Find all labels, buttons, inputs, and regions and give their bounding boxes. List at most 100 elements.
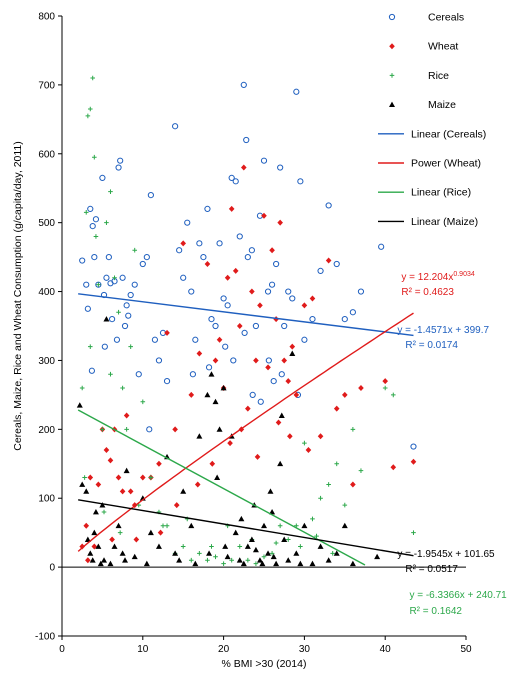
rice-point — [411, 530, 416, 535]
y-tick-label: 700 — [38, 80, 55, 91]
maize-point — [147, 529, 154, 536]
cereals-point — [151, 336, 159, 343]
maize-point — [261, 522, 267, 529]
rice-point — [298, 544, 303, 549]
rice-point — [83, 210, 89, 215]
rice-point — [96, 282, 101, 287]
trendline-r2-wheat: R² = 0.4623 — [401, 287, 454, 298]
wheat-point — [91, 543, 98, 550]
cereals-point — [131, 281, 138, 288]
maize-point — [123, 467, 130, 474]
cereals-point — [378, 243, 385, 250]
wheat-point — [269, 247, 275, 254]
wheat-point — [133, 536, 140, 543]
rice-point — [209, 544, 214, 549]
cereals-point — [139, 260, 146, 268]
plot-marks — [76, 75, 417, 567]
wheat-point — [180, 240, 186, 247]
rice-point — [330, 551, 335, 556]
cereals-point — [220, 295, 227, 302]
cereals-point — [260, 157, 268, 164]
rice-point — [205, 557, 210, 563]
x-tick-label: 20 — [218, 644, 230, 655]
cereals-point — [117, 157, 124, 164]
cereals-point — [301, 336, 308, 343]
rice-point — [390, 392, 396, 398]
wheat-point — [216, 336, 223, 343]
cereals-point — [172, 123, 179, 130]
wheat-point — [287, 433, 293, 440]
tick-labels: -100 0 100 200 300 400 500 600 700 800 0 10 20 30 40 50 — [35, 12, 472, 656]
cereals-point — [277, 164, 284, 171]
wheat-point — [342, 391, 348, 398]
maize-point — [208, 371, 215, 377]
rice-point — [382, 385, 388, 391]
maize-point — [84, 536, 91, 542]
wheat-point — [196, 350, 203, 357]
maize-point — [111, 543, 118, 549]
rice-point — [326, 482, 331, 487]
wheat-point — [188, 391, 195, 398]
maize-point — [270, 553, 277, 560]
cereals-point — [268, 281, 276, 288]
rice-point — [82, 475, 87, 480]
cereals-point — [278, 371, 285, 378]
x-tick-label: 40 — [380, 644, 392, 655]
legend: Cereals Wheat Rice Maize Linear (Cereals) Pow… — [378, 12, 486, 228]
trendline-equation-rice: y = -6.3366x + 240.71 — [409, 590, 507, 601]
rice-point — [160, 523, 166, 529]
wheat-point — [164, 329, 170, 336]
rice-point — [302, 440, 307, 446]
rice-point — [318, 495, 323, 501]
wheat-point — [249, 288, 255, 295]
cereals-point — [357, 288, 365, 295]
wheat-point — [317, 433, 324, 440]
maize-point — [212, 398, 219, 405]
cereals-point — [228, 174, 235, 181]
wheat-point — [127, 488, 134, 495]
legend-entry-wheat: Wheat — [389, 41, 458, 53]
trendline-equation-maize: y = -1.9545x + 101.65 — [397, 549, 495, 560]
maize-point — [285, 557, 292, 563]
wheat-point — [236, 323, 243, 329]
y-tick-label: 100 — [38, 494, 55, 505]
maize-point — [99, 502, 106, 508]
wheat-point — [156, 460, 162, 467]
wheat-point — [85, 557, 91, 564]
rice-point — [108, 371, 113, 377]
cereals-point — [143, 254, 150, 261]
maize-point — [143, 560, 150, 567]
series-wheat — [79, 164, 417, 564]
cereals-point — [230, 357, 237, 364]
cereals-point — [293, 88, 300, 95]
rice-point — [87, 106, 93, 112]
series-cereals — [79, 81, 417, 450]
cereals-point — [84, 305, 91, 312]
wheat-point — [157, 529, 164, 536]
wheat-point — [257, 302, 263, 309]
wheat-point — [107, 457, 114, 464]
rice-point — [116, 309, 121, 315]
wheat-point — [172, 426, 178, 433]
maize-point — [192, 560, 199, 567]
maize-point — [309, 560, 316, 567]
rice-point — [93, 234, 99, 239]
wheat-point — [95, 481, 102, 488]
wheat-point — [79, 543, 85, 550]
maize-point — [224, 553, 231, 560]
trendline-labels: y = -1.4571x + 399.7 R² = 0.0174 y = 12.20… — [397, 271, 507, 617]
maize-point — [252, 546, 259, 553]
y-tick-label: 200 — [38, 425, 55, 436]
cereals-point — [244, 254, 251, 261]
maize-point — [273, 560, 280, 567]
cereals-point — [108, 316, 116, 323]
y-axis-title: Cereals, Maize, Rice and Wheat Consumpti… — [12, 141, 24, 451]
cereals-point — [196, 240, 203, 247]
rice-point — [358, 468, 364, 473]
x-tick-label: 30 — [299, 644, 311, 655]
maize-point — [122, 557, 129, 563]
wheat-point — [115, 474, 122, 481]
maize-point — [277, 460, 284, 467]
rice-point — [128, 344, 133, 349]
